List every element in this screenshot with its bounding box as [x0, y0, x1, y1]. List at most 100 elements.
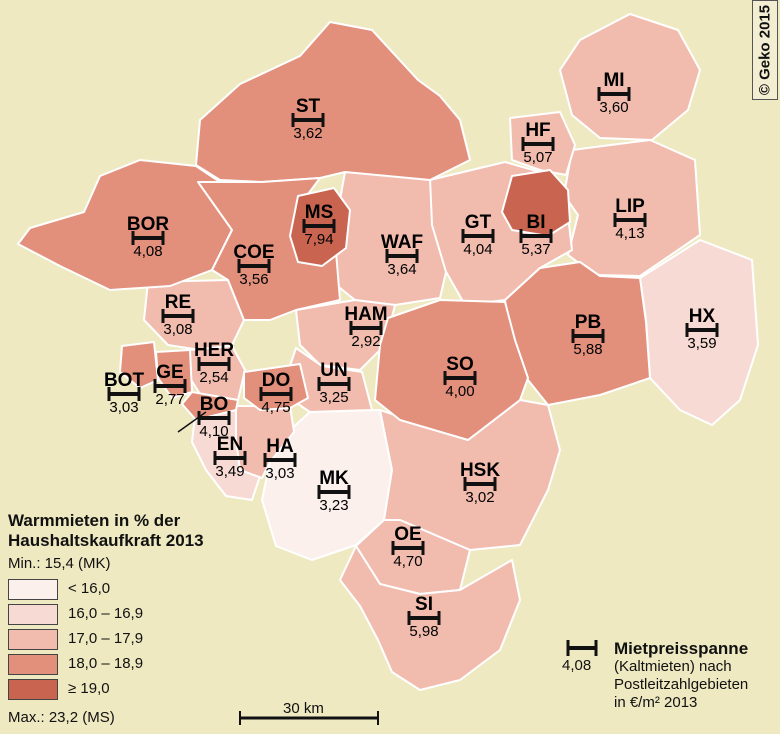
district-value-si: 5,98 [409, 623, 438, 640]
district-code-ha: HA [266, 436, 294, 457]
district-code-si: SI [415, 594, 433, 615]
district-code-do: DO [262, 370, 291, 391]
rent-range-bar-waf [385, 249, 419, 263]
region-BI[interactable] [501, 169, 571, 237]
rent-range-bar-lip [613, 213, 647, 227]
district-code-st: ST [296, 96, 321, 117]
district-value-un: 3,25 [319, 389, 348, 406]
legend-swatch-4 [8, 654, 58, 675]
legend-label-3: 17,0 – 17,9 [68, 630, 144, 647]
rent-range-bar-st [291, 113, 325, 127]
rent-range-bar-mk [317, 485, 351, 499]
rent-range-bar-ham [349, 321, 383, 335]
bo-leader-line [177, 411, 207, 433]
rent-range-bar-oe [391, 541, 425, 555]
region-MI[interactable] [559, 13, 701, 141]
scale-label: 30 km [283, 700, 324, 717]
district-code-so: SO [446, 354, 473, 375]
district-code-bor: BOR [127, 214, 170, 235]
region-BOT[interactable] [119, 341, 159, 389]
rent-legend-line2: (Kaltmieten) nach [614, 658, 732, 675]
region-SO[interactable] [374, 299, 529, 441]
copyright-box: © Geko 2015 [752, 0, 778, 100]
district-code-mk: MK [319, 468, 349, 489]
rent-range-bar-mi [597, 87, 631, 101]
legend-title-line1: Warmmieten in % der [8, 511, 181, 530]
region-HX[interactable] [639, 239, 759, 426]
region-HA[interactable] [235, 405, 295, 479]
district-code-mi: MI [603, 70, 624, 91]
district-label-gt: GT 4,04 [461, 212, 495, 258]
rent-range-bar-re [161, 309, 195, 323]
district-value-so: 4,00 [445, 383, 474, 400]
district-code-bi: BI [527, 212, 546, 233]
district-label-pb: PB 5,88 [571, 312, 605, 358]
rent-range-bar-hsk [463, 477, 497, 491]
legend-label-4: 18,0 – 18,9 [68, 655, 144, 672]
district-value-ham: 2,92 [351, 333, 380, 350]
region-COE[interactable] [197, 177, 341, 321]
region-BOR[interactable] [17, 159, 233, 291]
district-label-bot: BOT 3,03 [104, 370, 145, 416]
district-value-bi: 5,37 [521, 241, 550, 258]
region-BO[interactable] [181, 391, 239, 421]
district-value-re: 3,08 [163, 321, 192, 338]
district-value-mi: 3,60 [599, 99, 628, 116]
district-code-pb: PB [575, 312, 601, 333]
rent-range-bar-un [317, 377, 351, 391]
region-LIP[interactable] [563, 139, 701, 277]
district-label-hf: HF 5,07 [521, 120, 555, 166]
district-label-waf: WAF 3,64 [381, 232, 423, 278]
rent-range-bar-en [213, 451, 247, 465]
district-code-bo: BO [200, 394, 229, 415]
district-value-ha: 3,03 [265, 465, 294, 482]
region-HAM[interactable] [295, 299, 396, 371]
district-label-coe: COE 3,56 [233, 242, 274, 288]
rent-range-bar-her [197, 357, 231, 371]
legend-title-line2: Haushaltskaufkraft 2013 [8, 531, 204, 550]
district-label-ha: HA 3,03 [263, 436, 297, 482]
rent-range-bar-ha [263, 453, 297, 467]
region-ST[interactable] [195, 21, 471, 183]
rent-range-bar-bor [131, 231, 165, 245]
district-value-coe: 3,56 [239, 271, 268, 288]
copyright-text: © Geko 2015 [756, 4, 774, 96]
district-value-ge: 2,77 [155, 391, 184, 408]
district-label-st: ST 3,62 [291, 96, 325, 142]
district-label-oe: OE 4,70 [391, 524, 425, 570]
district-value-mk: 3,23 [319, 497, 348, 514]
district-label-do: DO 4,75 [259, 370, 293, 416]
district-value-oe: 4,70 [393, 553, 422, 570]
rent-range-sample-symbol [566, 640, 598, 656]
district-code-lip: LIP [615, 196, 645, 217]
district-code-gt: GT [465, 212, 492, 233]
district-label-ham: HAM 2,92 [344, 304, 387, 350]
district-label-bor: BOR 4,08 [127, 214, 170, 260]
district-code-en: EN [217, 434, 243, 455]
district-label-bo: BO 4,10 [197, 394, 231, 440]
district-label-so: SO 4,00 [443, 354, 477, 400]
legend-swatch-3 [8, 629, 58, 650]
rent-range-bar-si [407, 611, 441, 625]
district-code-ms: MS [305, 202, 334, 223]
rent-range-bar-bot [107, 387, 141, 401]
district-value-bo: 4,10 [199, 423, 228, 440]
district-value-ms: 7,94 [304, 231, 333, 248]
district-label-her: HER 2,54 [194, 340, 234, 386]
rent-range-bar-so [443, 371, 477, 385]
district-code-oe: OE [394, 524, 421, 545]
rent-legend: Mietpreisspanne (Kaltmieten) nach Postle… [614, 640, 748, 712]
district-label-mi: MI 3,60 [597, 70, 631, 116]
district-value-bot: 3,03 [109, 399, 138, 416]
rent-range-bar-ge [153, 379, 187, 393]
rent-legend-line4: in €/m² 2013 [614, 694, 698, 711]
district-code-hsk: HSK [460, 460, 500, 481]
rent-range-bar-hf [521, 137, 555, 151]
rent-legend-title: Mietpreisspanne [614, 639, 749, 658]
district-label-bi: BI 5,37 [519, 212, 553, 258]
district-label-ms: MS 7,94 [302, 202, 336, 248]
rent-range-bar-bi [519, 229, 553, 243]
legend-title: Warmmieten in % der Haushaltskaufkraft 2… [8, 511, 204, 551]
district-value-en: 3,49 [215, 463, 244, 480]
legend-label-5: ≥ 19,0 [68, 680, 110, 697]
